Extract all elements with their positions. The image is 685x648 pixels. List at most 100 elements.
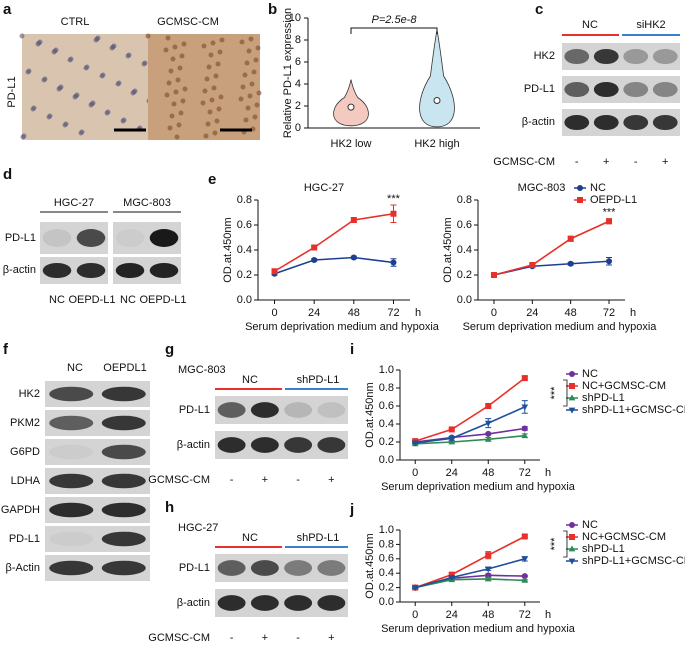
- violin: [419, 30, 455, 128]
- ihc-cell: [58, 84, 64, 90]
- point: [448, 436, 456, 442]
- ihc-cell: [239, 39, 245, 45]
- y-tick-label: 1.0: [379, 364, 394, 376]
- annotation: ***: [549, 386, 561, 400]
- blot-band: [42, 229, 72, 247]
- row-label: PD-L1: [9, 533, 40, 545]
- point: [568, 558, 576, 565]
- legend-label: OEPD-L1: [590, 194, 637, 206]
- series-line: [415, 434, 525, 445]
- point: [521, 573, 528, 580]
- ihc-cell: [95, 35, 101, 41]
- y-tick-label: 0.6: [379, 400, 394, 412]
- ihc-cell: [142, 60, 148, 66]
- ihc-cell: [90, 100, 96, 106]
- ihc-cell: [178, 110, 184, 116]
- y-tick-label: 10: [289, 12, 301, 24]
- cell-label: MGC-803: [123, 197, 171, 209]
- row-label: PD-L1: [179, 404, 210, 416]
- sign: -: [575, 156, 579, 168]
- x-unit: h: [630, 307, 636, 319]
- ihc-cell: [166, 80, 172, 86]
- blot-band: [101, 531, 146, 547]
- legend-label: NC: [582, 368, 598, 380]
- point: [568, 407, 576, 414]
- ihc-cell: [213, 73, 219, 79]
- ihc-cell: [169, 113, 175, 119]
- row-label: β-actin: [3, 264, 36, 276]
- ihc-cell: [217, 49, 223, 55]
- point: [577, 197, 583, 203]
- point: [569, 371, 575, 377]
- series-line: [274, 256, 394, 275]
- ihc-cell: [246, 48, 252, 54]
- y-tick-label: 0.4: [379, 567, 394, 579]
- treatment-label: GCMSC-CM: [493, 156, 555, 168]
- x-tick-label: HK2 high: [414, 138, 459, 150]
- group-label: shPD-L1: [297, 374, 340, 386]
- y-tick-label: 0.4: [457, 244, 472, 256]
- point: [350, 217, 357, 223]
- row-label: PD-L1: [179, 562, 210, 574]
- point: [568, 394, 576, 401]
- blot-band: [217, 402, 246, 418]
- point: [569, 534, 575, 540]
- ihc-cell: [145, 33, 151, 39]
- blot-band: [623, 48, 649, 65]
- ihc-cell: [175, 77, 181, 83]
- blot-band: [317, 595, 346, 611]
- group-label: NC: [242, 532, 258, 544]
- ihc-cell: [47, 113, 53, 119]
- blot-band: [623, 114, 649, 131]
- blot-band: [317, 402, 346, 418]
- row-label: PD-L1: [6, 76, 18, 107]
- blot-band: [149, 262, 179, 279]
- blot-band: [652, 48, 678, 65]
- x-unit: h: [415, 307, 421, 319]
- legend-label: NC+GCMSC-CM: [582, 380, 666, 392]
- point: [448, 571, 455, 578]
- ihc-cell: [218, 94, 224, 100]
- ihc-cell: [249, 81, 255, 87]
- group-label: GCMSC-CM: [157, 16, 219, 28]
- x-tick-label: 72: [387, 307, 399, 319]
- blot-band: [115, 229, 145, 247]
- panel-label: g: [165, 341, 174, 358]
- ihc-cell: [171, 101, 177, 107]
- x-axis-label: Serum deprivation medium and hypoxia: [381, 623, 576, 635]
- sign: -: [296, 474, 300, 486]
- x-axis-label: Serum deprivation medium and hypoxia: [245, 321, 440, 333]
- series-line: [415, 427, 525, 443]
- cell-label: HGC-27: [178, 522, 218, 534]
- ihc-cell: [210, 40, 216, 46]
- ihc-cell: [177, 65, 183, 71]
- y-tick-label: 0.8: [457, 194, 472, 206]
- legend-label: shPD-L1: [582, 392, 625, 404]
- series-line: [414, 377, 526, 442]
- point: [484, 575, 492, 582]
- point: [568, 545, 576, 552]
- sign: +: [262, 474, 268, 486]
- blot-band: [42, 262, 72, 279]
- y-tick-label: 0.2: [457, 269, 472, 281]
- x-tick-label: 48: [565, 307, 577, 319]
- blot-band: [217, 560, 246, 576]
- point: [521, 404, 529, 411]
- point: [521, 432, 529, 439]
- ihc-cell: [42, 76, 48, 82]
- y-tick-label: 0.4: [237, 244, 252, 256]
- point: [529, 262, 536, 268]
- y-tick-label: 0.0: [379, 454, 394, 466]
- ihc-cell: [201, 43, 207, 49]
- blot-band: [593, 48, 619, 65]
- ihc-cell: [202, 88, 208, 94]
- ihc-cell: [173, 89, 179, 95]
- legend-label: shPD-L1: [582, 543, 625, 555]
- cell-label: MGC-803: [178, 364, 226, 376]
- chart-title: MGC-803: [518, 182, 566, 194]
- blot-band: [250, 560, 279, 576]
- series-line: [415, 558, 525, 589]
- point: [569, 522, 575, 528]
- blot-band: [49, 531, 94, 547]
- blot-band: [623, 81, 649, 98]
